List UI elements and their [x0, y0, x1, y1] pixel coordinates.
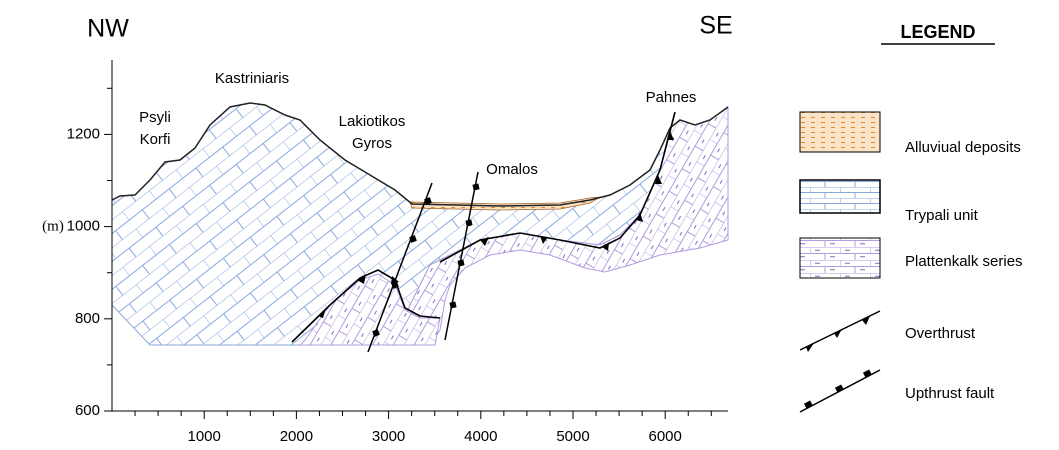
- cross-section: [111, 102, 729, 353]
- overthrust-line: [439, 111, 676, 263]
- direction-se: SE: [699, 12, 732, 40]
- legend-title: LEGEND: [900, 22, 975, 42]
- legend-upthrust-symbol: [799, 369, 881, 413]
- overthrust-line: [291, 269, 441, 343]
- legend-label: Plattenkalk series: [905, 253, 1023, 270]
- legend-swatch-plattenkalk: [799, 237, 881, 279]
- legend-label: Upthrust fault: [905, 385, 995, 402]
- place-label: Omalos: [486, 161, 538, 178]
- y-tick-label: 1000: [67, 218, 100, 235]
- place-label: Psyli: [139, 109, 171, 126]
- x-tick-label: 4000: [464, 428, 497, 445]
- plattenkalk-lower: [298, 273, 441, 346]
- alluvial-deposits: [409, 196, 601, 211]
- fault-blocks: [372, 183, 480, 337]
- y-unit: (m): [42, 218, 64, 234]
- place-label: Pahnes: [646, 89, 697, 106]
- upthrust-fault: [367, 182, 433, 353]
- legend-swatch-alluvium: [799, 111, 881, 153]
- topography: [111, 102, 729, 207]
- x-tick-label: 3000: [372, 428, 405, 445]
- direction-nw: NW: [87, 15, 129, 43]
- legend-swatch-trypali: [799, 179, 881, 214]
- x-tick-label: 1000: [188, 428, 221, 445]
- axes: 600 800 1000 1200 1000 2000 3000 4000 5000 6000: [67, 60, 728, 445]
- place-label: Kastriniaris: [215, 70, 289, 87]
- legend-overthrust-symbol: [799, 310, 881, 352]
- y-tick-label: 800: [75, 310, 100, 327]
- upthrust-fault: [444, 171, 479, 341]
- place-label: Lakiotikos: [339, 113, 406, 130]
- place-label: Gyros: [352, 135, 392, 152]
- x-tick-label: 5000: [556, 428, 589, 445]
- x-tick-label: 6000: [649, 428, 682, 445]
- place-labels: Psyli Korfi Kastriniaris Lakiotikos Gyros Oma…: [139, 70, 696, 178]
- legend-label: Alluviual deposits: [905, 139, 1021, 156]
- legend-label: Trypali unit: [905, 207, 979, 224]
- legend-label: Overthrust: [905, 325, 976, 342]
- place-label: Korfi: [140, 131, 171, 148]
- y-tick-label: 600: [75, 402, 100, 419]
- y-tick-label: 1200: [67, 125, 100, 142]
- x-tick-label: 2000: [280, 428, 313, 445]
- legend: LEGEND Alluviual deposits Trypali unit P…: [799, 22, 1023, 413]
